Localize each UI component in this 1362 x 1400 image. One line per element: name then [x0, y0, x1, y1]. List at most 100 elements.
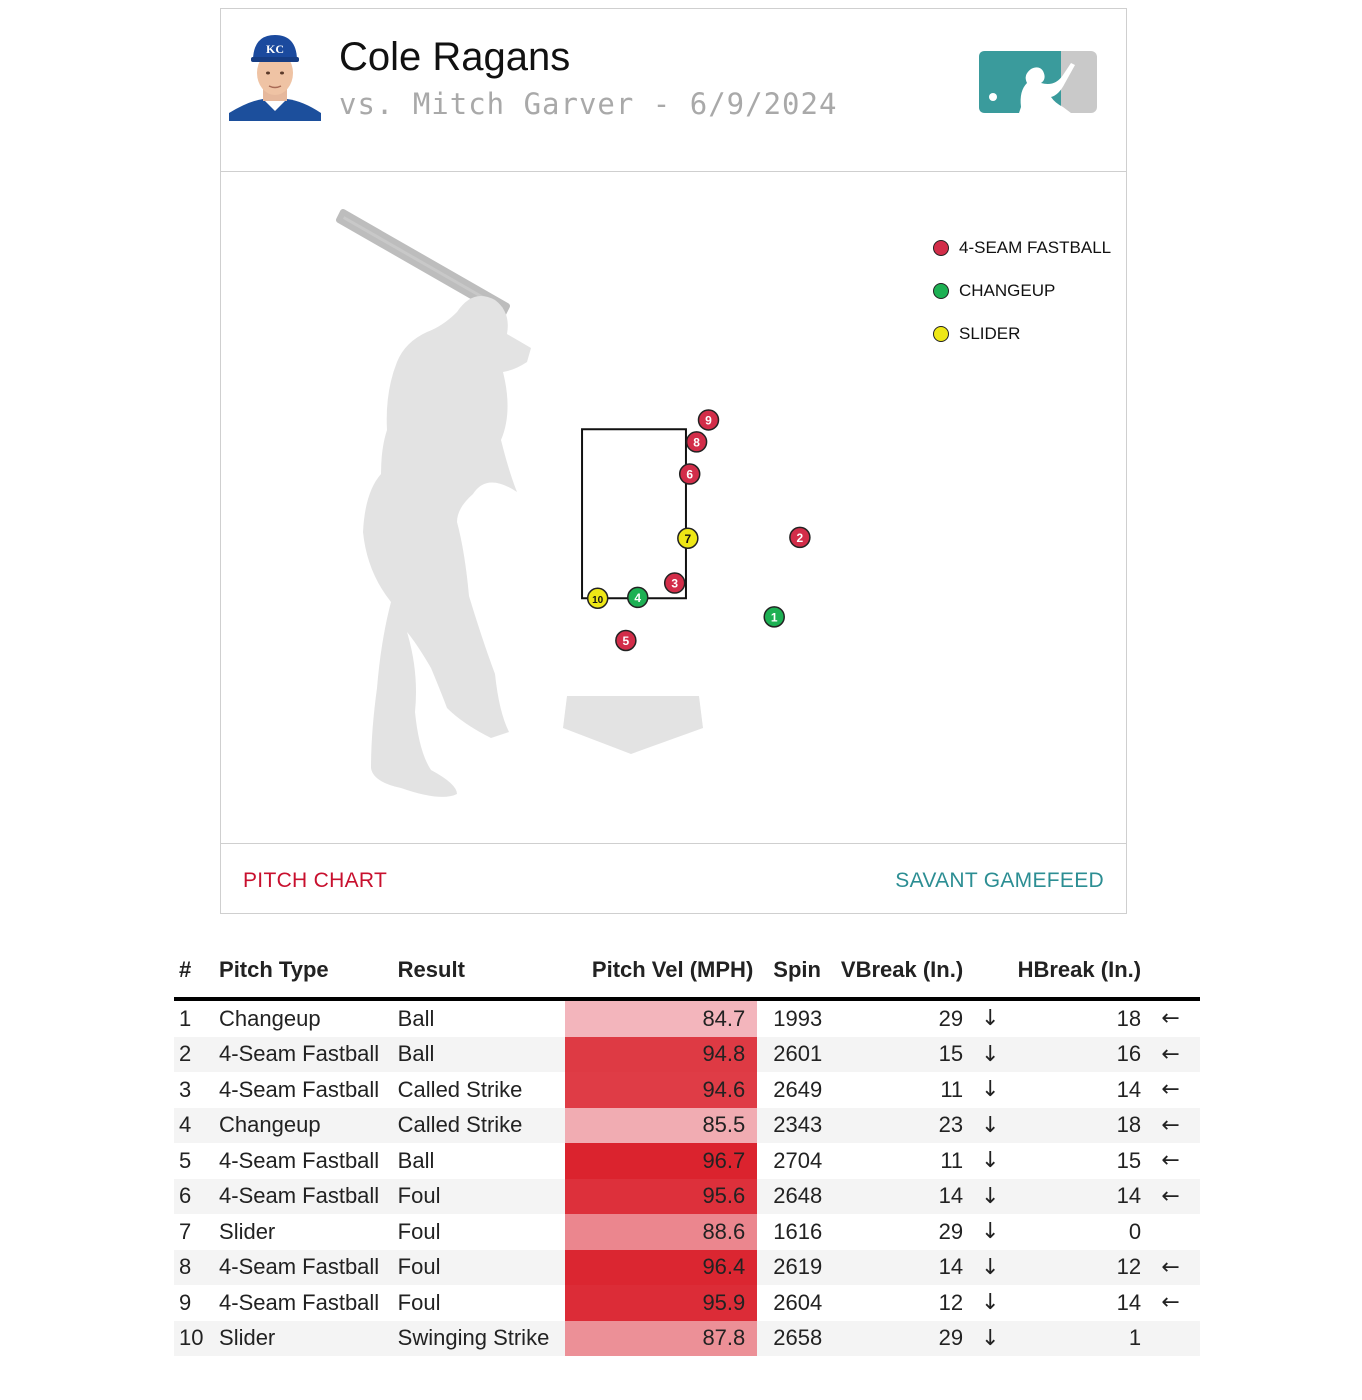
- cell-vbreak-arrow: ↓: [981, 1006, 1000, 1032]
- pitch-point[interactable]: 9: [697, 409, 720, 431]
- batter-silhouette: [336, 209, 703, 797]
- cell-velocity: 94.8: [564, 1036, 758, 1072]
- cell-hbreak-arrow: ←: [1141, 1036, 1200, 1072]
- header-hbreak[interactable]: HBreak (In.): [1017, 942, 1142, 1001]
- pitch-point[interactable]: 8: [685, 431, 708, 453]
- cell-result: Swinging Strike: [397, 1320, 565, 1356]
- pitcher-name: Cole Ragans: [339, 35, 571, 79]
- pitch-point-marker: [677, 527, 699, 550]
- cell-vbreak-arrow: ↓: [963, 1036, 1018, 1072]
- cell-hbreak-arrow: ←: [1161, 1006, 1180, 1032]
- pitch-point[interactable]: 4: [627, 586, 649, 609]
- cell-index: 5: [179, 1147, 192, 1173]
- table-row[interactable]: 4 Changeup Called Strike 85.5 2343 23 ↓ 18 ←: [174, 1107, 1200, 1143]
- cell-result: Called Strike: [397, 1076, 523, 1102]
- cell-pitch-type: 4-Seam Fastball: [219, 1289, 380, 1315]
- table-row[interactable]: 3 4-Seam Fastball Called Strike 94.6 2649 11 ↓…: [174, 1072, 1200, 1108]
- cell-vbreak-arrow: ↓: [981, 1290, 1000, 1316]
- pitch-point[interactable]: 6: [678, 463, 701, 485]
- cell-vbreak: 23: [840, 1107, 964, 1143]
- cell-velocity: 94.6: [564, 1072, 758, 1108]
- header-pitch-type[interactable]: Pitch Type: [219, 942, 398, 1001]
- pitch-point-label: 5: [623, 634, 630, 648]
- cell-vbreak: 14: [840, 1249, 964, 1285]
- table-row[interactable]: 9 4-Seam Fastball Foul 95.9 2604 12 ↓ 14 ←: [174, 1285, 1200, 1321]
- cell-pitch-type: 4-Seam Fastball: [219, 1249, 398, 1285]
- legend-label: SLIDER: [959, 324, 1021, 343]
- cell-pitch-type: 4-Seam Fastball: [219, 1178, 398, 1214]
- pitch-point-marker: [586, 587, 609, 609]
- header-vbreak[interactable]: VBreak (In.): [840, 942, 964, 1001]
- cell-hbreak-arrow: ←: [1161, 1077, 1180, 1103]
- pitch-point[interactable]: 10: [586, 587, 609, 609]
- header-spin[interactable]: Spin: [757, 942, 841, 1001]
- pitch-table: # Pitch Type Result Pitch Vel (MPH) Spin…: [174, 942, 1200, 1356]
- cell-hbreak: 18: [1017, 1107, 1142, 1143]
- cell-result: Foul: [397, 1249, 565, 1285]
- cell-hbreak-arrow: ←: [1141, 1178, 1200, 1214]
- cell-result: Ball: [397, 1005, 435, 1031]
- pitch-point-label: 3: [671, 577, 678, 591]
- pitch-point-marker: [678, 463, 701, 485]
- cell-spin: 2649: [773, 1076, 823, 1102]
- cell-pitch-type: Slider: [219, 1320, 398, 1356]
- pitch-point-marker: [763, 606, 785, 628]
- cell-index: 8: [174, 1249, 220, 1285]
- pitch-point[interactable]: 1: [763, 606, 785, 628]
- pitch-point-label: 6: [686, 468, 693, 482]
- legend-dot-slider: [933, 326, 949, 342]
- cell-vbreak-arrow: ↓: [963, 1107, 1018, 1143]
- table-row[interactable]: 6 4-Seam Fastball Foul 95.6 2648 14 ↓ 14 ←: [174, 1178, 1200, 1214]
- cell-vbreak: 11: [940, 1147, 964, 1173]
- legend-dot-fastball: [933, 240, 949, 256]
- cell-spin: 1993: [773, 1005, 823, 1031]
- table-row[interactable]: 7 Slider Foul 88.6 1616 29 ↓ 0: [174, 1214, 1200, 1250]
- cell-vbreak: 12: [938, 1289, 964, 1315]
- pitch-point[interactable]: 5: [615, 629, 637, 652]
- cell-pitch-type: Changeup: [219, 1107, 398, 1143]
- pitch-chart-link[interactable]: PITCH CHART: [243, 869, 388, 892]
- table-row[interactable]: 10 Slider Swinging Strike 87.8 2658 29 ↓ 1: [174, 1320, 1200, 1356]
- table-row[interactable]: 5 4-Seam Fastball Ball 96.7 2704 11 ↓ 15 ←: [174, 1143, 1200, 1179]
- cell-vbreak-arrow: ↓: [963, 1178, 1018, 1214]
- cell-result: Called Strike: [397, 1107, 565, 1143]
- cell-hbreak: 12: [1017, 1249, 1142, 1285]
- cell-index: 9: [179, 1289, 192, 1315]
- cell-vbreak-arrow: ↓: [981, 1077, 1000, 1103]
- cell-pitch-type: 4-Seam Fastball: [219, 1076, 380, 1102]
- pitch-point[interactable]: 2: [789, 526, 811, 549]
- header-index[interactable]: #: [174, 942, 220, 1001]
- cell-spin: 2601: [757, 1036, 841, 1072]
- cell-pitch-type: 4-Seam Fastball: [219, 1036, 398, 1072]
- header-vbreak-arrow: [963, 942, 1018, 1001]
- mlb-logo: [979, 51, 1097, 113]
- pitch-point-marker: [685, 431, 708, 453]
- cell-spin: 1616: [773, 1218, 823, 1244]
- cell-spin: 2604: [773, 1289, 823, 1315]
- pitch-plot-svg: 1 2 3 4 5 6 7 8 9 10: [336, 209, 811, 797]
- cell-spin: 2658: [757, 1320, 841, 1356]
- savant-gamefeed-link[interactable]: SAVANT GAMEFEED: [895, 869, 1104, 892]
- cell-spin: 2648: [757, 1178, 841, 1214]
- cell-hbreak: 14: [1116, 1289, 1142, 1315]
- pitch-point-label: 8: [693, 435, 700, 449]
- cell-vbreak-arrow: ↓: [963, 1249, 1018, 1285]
- cell-pitch-type: 4-Seam Fastball: [219, 1147, 380, 1173]
- table-row[interactable]: 2 4-Seam Fastball Ball 94.8 2601 15 ↓ 16 ←: [174, 1036, 1200, 1072]
- header-result[interactable]: Result: [397, 942, 565, 1001]
- cell-index: 2: [174, 1036, 220, 1072]
- cell-result: Foul: [397, 1289, 441, 1315]
- cell-vbreak-arrow: ↓: [963, 1320, 1018, 1356]
- pitch-point-marker: [627, 586, 649, 609]
- pitch-point[interactable]: 7: [677, 527, 699, 550]
- table-row[interactable]: 1 Changeup Ball 84.7 1993 29 ↓ 18 ←: [174, 999, 1200, 1037]
- card-header: KC Cole Ragans vs. Mitch Garver - 6/9/20…: [221, 9, 1126, 172]
- table-row[interactable]: 8 4-Seam Fastball Foul 96.4 2619 14 ↓ 12 ←: [174, 1249, 1200, 1285]
- cell-hbreak: 14: [1116, 1076, 1142, 1102]
- table-body: 1 Changeup Ball 84.7 1993 29 ↓ 18 ← 2 4-Seam Fastb…: [174, 999, 1200, 1356]
- pitch-point-label: 4: [634, 591, 641, 605]
- header-velocity[interactable]: Pitch Vel (MPH): [564, 942, 758, 1001]
- pitch-point[interactable]: 3: [663, 572, 686, 594]
- card-footer: PITCH CHART SAVANT GAMEFEED: [221, 845, 1126, 913]
- cell-result: Ball: [397, 1147, 435, 1173]
